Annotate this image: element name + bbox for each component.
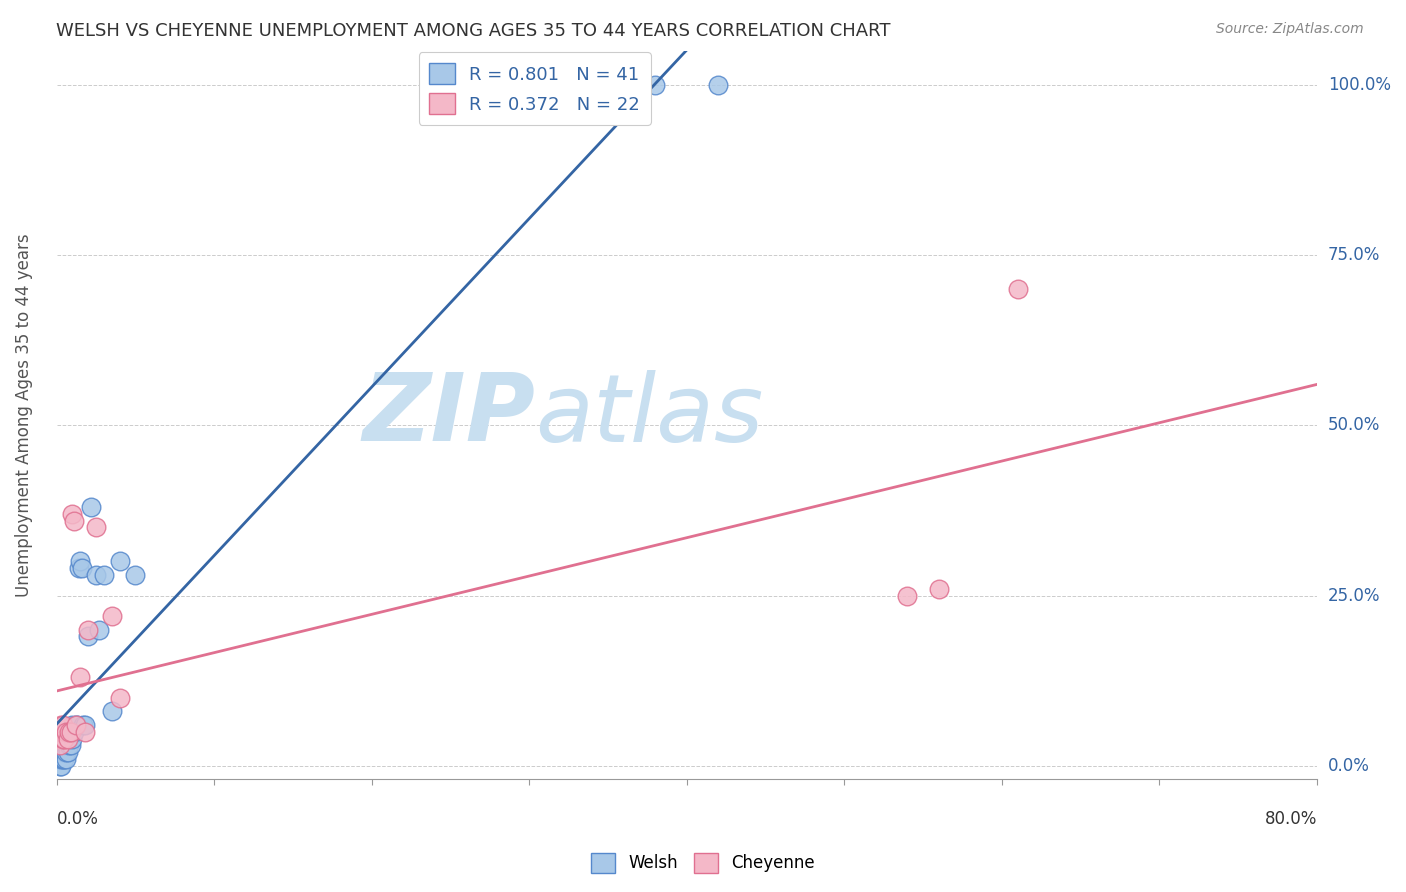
Point [124, 568, 146, 582]
Point [1007, 282, 1029, 296]
Point [59, 739, 82, 753]
Point [644, 78, 666, 92]
Point [58, 724, 80, 739]
Point [55, 752, 77, 766]
Point [100, 609, 122, 624]
Point [53, 731, 76, 746]
Point [73, 724, 96, 739]
Point [77, 629, 100, 643]
Point [51, 745, 73, 759]
Point [55, 745, 77, 759]
Point [84, 520, 107, 534]
Point [928, 582, 950, 596]
Point [63, 514, 86, 528]
Point [55, 739, 77, 753]
Point [69, 670, 91, 684]
Point [84, 568, 107, 582]
Text: 80.0%: 80.0% [1264, 810, 1317, 828]
Text: 0.0%: 0.0% [56, 810, 98, 828]
Point [53, 752, 76, 766]
Point [56, 745, 79, 759]
Point [77, 623, 100, 637]
Point [56, 731, 79, 746]
Point [707, 78, 730, 92]
Point [65, 718, 87, 732]
Point [52, 718, 75, 732]
Text: 75.0%: 75.0% [1329, 246, 1381, 264]
Text: atlas: atlas [536, 369, 763, 460]
Point [51, 718, 73, 732]
Text: 25.0%: 25.0% [1329, 587, 1381, 605]
Point [60, 507, 83, 521]
Point [65, 718, 87, 732]
Point [73, 718, 96, 732]
Point [66, 718, 89, 732]
Legend: Welsh, Cheyenne: Welsh, Cheyenne [585, 847, 821, 880]
Point [46, 731, 69, 746]
Point [67, 561, 90, 575]
Point [89, 623, 111, 637]
Point [108, 554, 131, 568]
Point [49, 758, 72, 772]
Point [52, 745, 75, 759]
Text: 0.0%: 0.0% [1329, 756, 1369, 775]
Text: 100.0%: 100.0% [1329, 76, 1391, 94]
Point [70, 561, 93, 575]
Point [52, 731, 75, 746]
Point [72, 718, 94, 732]
Point [108, 690, 131, 705]
Text: WELSH VS CHEYENNE UNEMPLOYMENT AMONG AGES 35 TO 44 YEARS CORRELATION CHART: WELSH VS CHEYENNE UNEMPLOYMENT AMONG AGE… [56, 22, 891, 40]
Point [56, 731, 79, 746]
Point [93, 568, 115, 582]
Point [896, 589, 918, 603]
Point [51, 758, 73, 772]
Point [59, 724, 82, 739]
Point [60, 718, 83, 732]
Point [60, 731, 83, 746]
Point [63, 724, 86, 739]
Legend: R = 0.801   N = 41, R = 0.372   N = 22: R = 0.801 N = 41, R = 0.372 N = 22 [419, 53, 651, 125]
Point [60, 724, 83, 739]
Point [58, 731, 80, 746]
Point [69, 554, 91, 568]
Point [80, 500, 103, 514]
Point [55, 724, 77, 739]
Point [46, 752, 69, 766]
Point [49, 752, 72, 766]
Point [52, 752, 75, 766]
Text: Source: ZipAtlas.com: Source: ZipAtlas.com [1216, 22, 1364, 37]
Point [51, 752, 73, 766]
Point [59, 724, 82, 739]
Point [53, 745, 76, 759]
Point [53, 739, 76, 753]
Point [100, 704, 122, 718]
Y-axis label: Unemployment Among Ages 35 to 44 years: Unemployment Among Ages 35 to 44 years [15, 233, 32, 597]
Point [49, 739, 72, 753]
Point [58, 739, 80, 753]
Text: 50.0%: 50.0% [1329, 417, 1381, 434]
Text: ZIP: ZIP [363, 369, 536, 461]
